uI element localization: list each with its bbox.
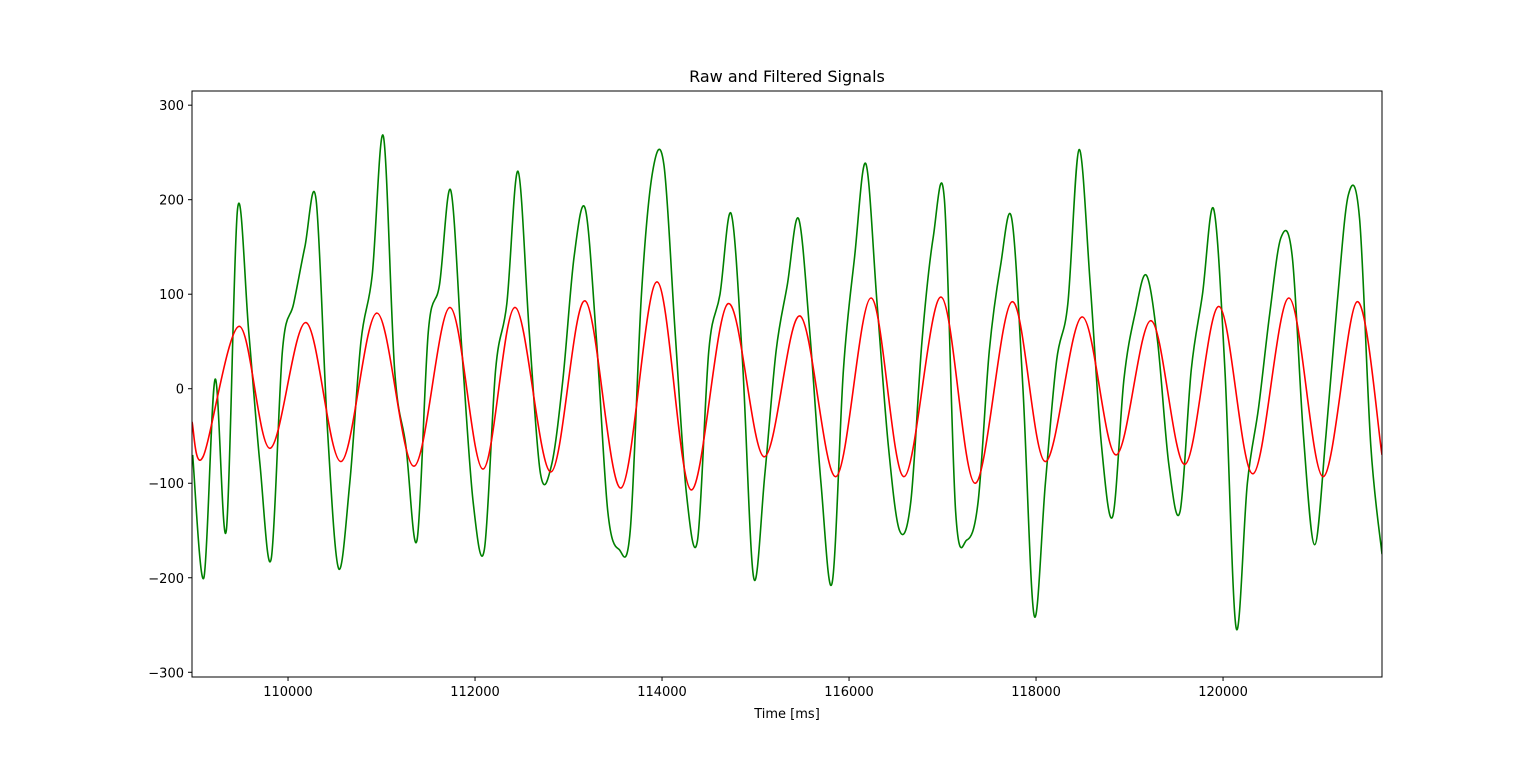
x-tick-label: 118000 — [1011, 685, 1061, 700]
y-tick-label: −300 — [148, 666, 184, 681]
y-tick-label: −200 — [148, 572, 184, 587]
signal-line — [192, 134, 1382, 631]
x-tick-label: 114000 — [637, 685, 687, 700]
y-tick-label: 0 — [176, 383, 184, 398]
x-tick-label: 120000 — [1198, 685, 1248, 700]
x-axis-label: Time [ms] — [753, 707, 820, 722]
x-tick-label: 112000 — [450, 685, 500, 700]
y-tick-label: 100 — [159, 288, 184, 303]
chart-title: Raw and Filtered Signals — [689, 67, 885, 86]
signal-line — [192, 281, 1382, 491]
plot-frame — [191, 90, 1383, 678]
y-tick-label: −100 — [148, 477, 184, 492]
x-tick-label: 110000 — [263, 685, 313, 700]
y-tick-label: 200 — [159, 194, 184, 209]
x-tick-label: 116000 — [824, 685, 874, 700]
y-tick-label: 300 — [159, 99, 184, 114]
